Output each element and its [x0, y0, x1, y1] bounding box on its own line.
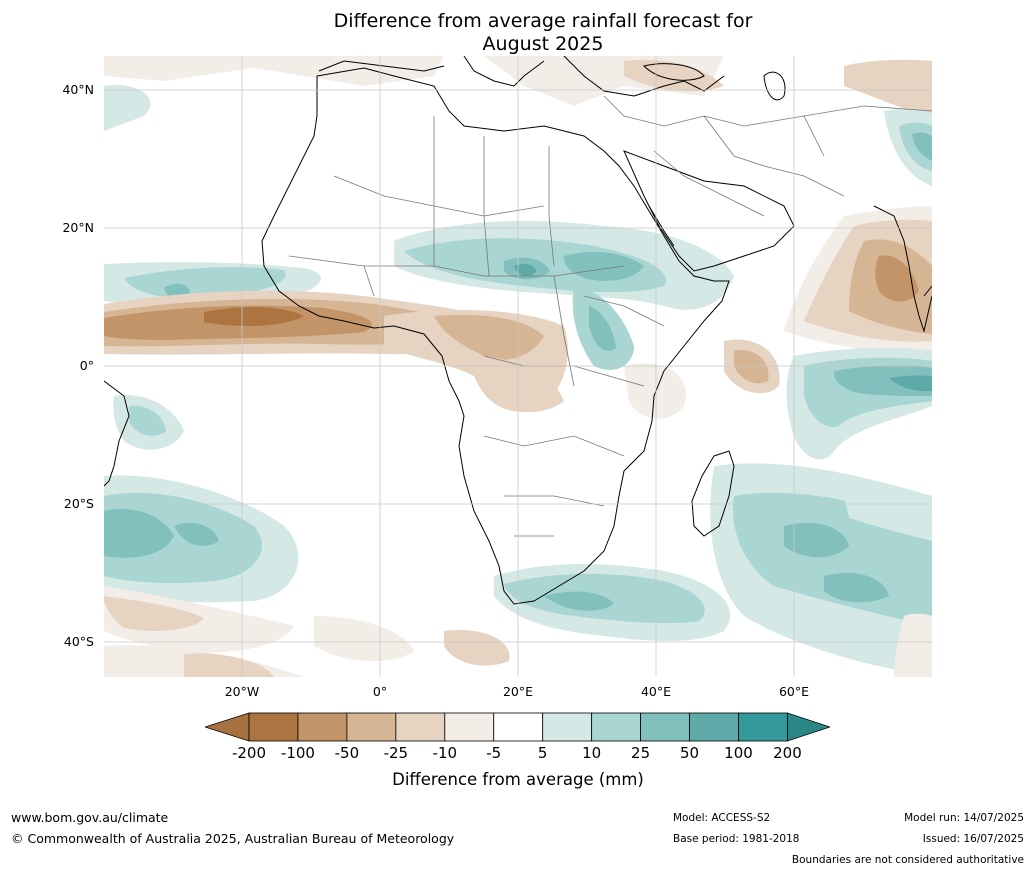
lon-label-20w: 20°W [224, 684, 260, 699]
colorbar-tick-label: 50 [680, 744, 700, 762]
gridlines [104, 56, 932, 677]
model-name: Model: ACCESS-S2 [673, 812, 771, 824]
country-borders [288, 95, 932, 537]
colorbar [203, 711, 832, 743]
colorbar-swatch [591, 712, 641, 742]
lat-label-20n: 20°N [62, 220, 94, 235]
colorbar-swatch [395, 712, 446, 742]
lon-label-60e: 60°E [778, 684, 810, 699]
colorbar-swatch [689, 712, 739, 742]
colorbar-extend-low [203, 712, 250, 742]
colorbar-swatch [444, 712, 495, 742]
colorbar-tick-label: 10 [582, 744, 602, 762]
colorbar-tick-label: 25 [631, 744, 651, 762]
colorbar-title: Difference from average (mm) [392, 770, 644, 789]
colorbar-tick-label: -5 [486, 744, 502, 762]
lon-label-0: 0° [372, 684, 388, 699]
map-title: Difference from average rainfall forecas… [0, 10, 1035, 56]
colorbar-tick-label: -25 [383, 744, 409, 762]
base-period: Base period: 1981-2018 [673, 833, 800, 845]
colorbar-tick-label: 100 [724, 744, 753, 762]
issued-date: Issued: 16/07/2025 [922, 833, 1024, 845]
lat-label-0: 0° [79, 358, 94, 373]
colorbar-swatches [203, 712, 832, 742]
colorbar-tick-label: -100 [280, 744, 315, 762]
lon-label-20e: 20°E [502, 684, 534, 699]
colorbar-swatch [346, 712, 397, 742]
website-link[interactable]: www.bom.gov.au/climate [11, 810, 169, 825]
colorbar-swatch [542, 712, 593, 742]
colorbar-swatch [640, 712, 690, 742]
coastlines [104, 56, 932, 605]
colorbar-tick-label: -200 [231, 744, 267, 762]
rainfall-map [104, 56, 932, 677]
colorbar-tick-label: -50 [334, 744, 360, 762]
title-line-1: Difference from average rainfall forecas… [333, 10, 753, 32]
colorbar-tick-label: -10 [432, 744, 458, 762]
colorbar-tick-label: 200 [773, 744, 802, 762]
lat-label-20s: 20°S [63, 496, 94, 511]
colorbar-swatch [738, 712, 788, 742]
lat-label-40s: 40°S [63, 634, 94, 649]
colorbar-swatch [297, 712, 348, 742]
model-run-date: Model run: 14/07/2025 [904, 812, 1024, 824]
lon-label-40e: 40°E [640, 684, 672, 699]
title-line-2: August 2025 [482, 33, 604, 55]
map-canvas [104, 56, 932, 677]
colorbar-tick-label: 5 [537, 744, 548, 762]
boundaries-disclaimer: Boundaries are not considered authoritat… [791, 854, 1024, 866]
copyright-text: © Commonwealth of Australia 2025, Austra… [11, 831, 455, 846]
colorbar-extend-high [787, 712, 832, 742]
lat-label-40n: 40°N [62, 82, 94, 97]
colorbar-swatch [493, 712, 544, 742]
colorbar-swatch [248, 712, 299, 742]
rainfall-anomaly-shading [104, 56, 932, 677]
